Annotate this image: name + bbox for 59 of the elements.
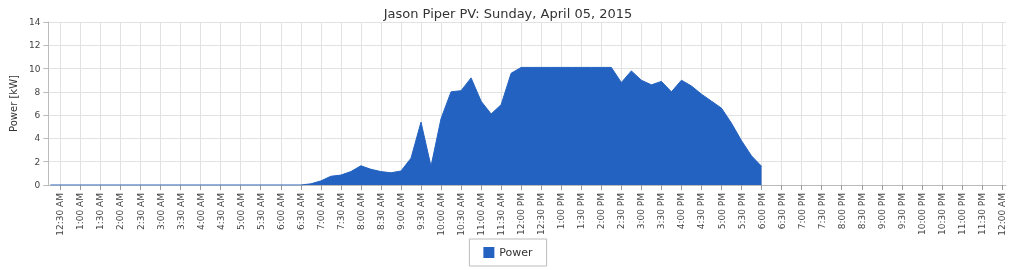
x-tick-label: 4:00 PM bbox=[676, 193, 687, 230]
x-tick-label: 8:30 PM bbox=[856, 193, 867, 230]
x-tick-label: 1:00 PM bbox=[556, 193, 567, 230]
x-tick-label: 12:00 PM bbox=[516, 193, 527, 235]
x-tick-label: 9:30 AM bbox=[415, 193, 426, 230]
y-tick-label: 0 bbox=[34, 180, 41, 190]
y-tick-label: 8 bbox=[34, 86, 41, 97]
y-tick-label: 14 bbox=[28, 17, 41, 27]
x-tick-label: 3:30 PM bbox=[656, 193, 667, 230]
x-tick-label: 7:30 PM bbox=[816, 193, 827, 230]
y-axis-title: Power [kW] bbox=[7, 74, 19, 132]
x-tick-label: 6:00 PM bbox=[756, 193, 767, 230]
x-tick-label: 2:00 PM bbox=[596, 193, 607, 230]
y-tick-label: 2 bbox=[34, 156, 41, 167]
x-tick-label: 2:30 AM bbox=[135, 193, 146, 230]
x-tick-label: 12:00 AM bbox=[996, 193, 1007, 236]
x-tick-label: 10:30 PM bbox=[936, 193, 947, 235]
x-tick-label: 3:00 PM bbox=[636, 193, 647, 230]
x-tick-label: 5:00 AM bbox=[235, 193, 246, 230]
x-tick-label: 3:30 AM bbox=[175, 193, 186, 230]
x-tick-label: 4:30 PM bbox=[696, 193, 707, 230]
x-tick-label: 8:00 PM bbox=[836, 193, 847, 230]
x-tick-label: 1:00 AM bbox=[75, 193, 86, 230]
y-tick-label: 6 bbox=[34, 110, 41, 121]
x-tick-label: 5:30 AM bbox=[255, 193, 266, 230]
x-tick-label: 3:00 AM bbox=[155, 193, 166, 230]
x-tick-label: 10:00 AM bbox=[436, 193, 447, 236]
x-tick-label: 9:30 PM bbox=[896, 193, 907, 230]
x-tick-label: 2:30 PM bbox=[616, 193, 627, 230]
x-tick-label: 2:00 AM bbox=[115, 193, 126, 230]
x-tick-label: 1:30 PM bbox=[576, 193, 587, 230]
x-tick-label: 8:00 AM bbox=[355, 193, 366, 230]
x-tick-label: 5:00 PM bbox=[716, 193, 727, 230]
x-tick-label: 6:30 PM bbox=[776, 193, 787, 230]
x-tick-label: 10:00 PM bbox=[916, 193, 927, 235]
x-tick-label: 9:00 PM bbox=[876, 193, 887, 230]
chart-title: Jason Piper PV: Sunday, April 05, 2015 bbox=[382, 6, 633, 21]
x-tick-label: 7:00 PM bbox=[796, 193, 807, 230]
x-tick-label: 4:00 AM bbox=[195, 193, 206, 230]
x-tick-label: 6:30 AM bbox=[295, 193, 306, 230]
x-tick-label: 11:00 PM bbox=[956, 193, 967, 235]
y-tick-label: 10 bbox=[28, 63, 41, 74]
x-tick-label: 7:00 AM bbox=[315, 193, 326, 230]
x-tick-label: 10:30 AM bbox=[456, 193, 467, 236]
x-tick-label: 7:30 AM bbox=[335, 193, 346, 230]
x-tick-label: 11:00 AM bbox=[476, 193, 487, 236]
x-tick-label: 12:30 PM bbox=[536, 193, 547, 235]
x-tick-label: 11:30 AM bbox=[496, 193, 507, 236]
y-tick-label: 12 bbox=[28, 40, 41, 51]
x-tick-label: 8:30 AM bbox=[375, 193, 386, 230]
x-tick-label: 9:00 AM bbox=[395, 193, 406, 230]
x-tick-label: 6:00 AM bbox=[275, 193, 286, 230]
x-tick-label: 1:30 AM bbox=[95, 193, 106, 230]
x-tick-label: 11:30 PM bbox=[976, 193, 987, 235]
x-tick-label: 12:30 AM bbox=[55, 193, 66, 236]
x-tick-label: 4:30 AM bbox=[215, 193, 226, 230]
legend-label: Power bbox=[499, 246, 534, 259]
x-tick-label: 5:30 PM bbox=[736, 193, 747, 230]
y-tick-label: 4 bbox=[34, 133, 41, 144]
